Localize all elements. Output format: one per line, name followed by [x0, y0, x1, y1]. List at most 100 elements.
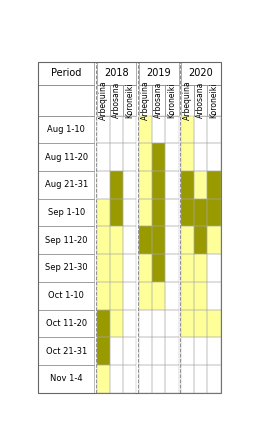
Text: Aug 21-31: Aug 21-31 — [45, 180, 88, 190]
Bar — [139, 116, 152, 143]
Bar — [139, 171, 152, 199]
Bar — [139, 143, 152, 171]
Bar — [165, 116, 178, 143]
Bar — [38, 116, 94, 143]
Bar — [152, 227, 165, 254]
Bar — [207, 171, 221, 199]
Bar — [110, 309, 123, 337]
Bar — [194, 199, 207, 227]
Bar — [97, 116, 110, 143]
Bar — [152, 171, 165, 199]
Bar — [38, 62, 94, 84]
Text: Aug 1-10: Aug 1-10 — [47, 125, 85, 134]
Bar — [181, 199, 194, 227]
Bar — [97, 309, 110, 337]
Bar — [181, 116, 194, 143]
Bar — [110, 309, 123, 337]
Text: Aug 11-20: Aug 11-20 — [45, 153, 88, 162]
Bar — [110, 171, 123, 199]
Bar — [152, 282, 165, 309]
Bar — [152, 309, 165, 337]
Bar — [181, 171, 194, 199]
Bar — [139, 116, 152, 143]
Bar — [165, 337, 178, 365]
Bar — [194, 227, 207, 254]
Bar — [110, 199, 123, 227]
Text: Koroneiki: Koroneiki — [210, 82, 218, 118]
Bar — [165, 365, 178, 392]
Bar — [152, 171, 165, 199]
Bar — [194, 84, 207, 116]
Bar — [97, 199, 110, 227]
Bar — [181, 199, 194, 227]
Text: 2019: 2019 — [146, 68, 171, 78]
Text: Arbequina: Arbequina — [183, 80, 192, 120]
Bar — [194, 254, 207, 282]
Bar — [139, 365, 152, 392]
Bar — [181, 199, 194, 227]
Text: Koroneiki: Koroneiki — [167, 82, 177, 118]
Bar — [139, 171, 152, 199]
Bar — [123, 171, 137, 199]
Bar — [38, 62, 221, 392]
Bar — [207, 337, 221, 365]
Bar — [207, 199, 221, 227]
Bar — [207, 171, 221, 199]
Bar — [110, 116, 123, 143]
Bar — [97, 309, 110, 337]
Bar — [207, 143, 221, 171]
Text: Koroneiki: Koroneiki — [125, 82, 134, 118]
Text: Oct 1-10: Oct 1-10 — [48, 291, 84, 300]
Bar — [123, 143, 137, 171]
Bar — [38, 309, 94, 337]
Bar — [110, 84, 123, 116]
Text: Sep 1-10: Sep 1-10 — [48, 208, 85, 217]
Bar — [152, 282, 165, 309]
Bar — [139, 282, 152, 309]
Bar — [207, 84, 221, 116]
Bar — [207, 254, 221, 282]
Bar — [194, 309, 207, 337]
Bar — [194, 116, 207, 143]
Bar — [194, 337, 207, 365]
Bar — [207, 227, 221, 254]
Bar — [165, 254, 178, 282]
Bar — [152, 337, 165, 365]
Bar — [139, 337, 152, 365]
Bar — [152, 116, 165, 143]
Bar — [181, 365, 194, 392]
Bar — [207, 282, 221, 309]
Bar — [110, 171, 123, 199]
Bar — [139, 227, 152, 254]
Bar — [139, 254, 152, 282]
Bar — [152, 143, 165, 171]
Bar — [194, 199, 207, 227]
Bar — [123, 365, 137, 392]
Bar — [123, 254, 137, 282]
Bar — [207, 309, 221, 337]
Bar — [165, 227, 178, 254]
Bar — [38, 171, 94, 199]
Bar — [194, 282, 207, 309]
Bar — [139, 199, 152, 227]
Bar — [110, 227, 123, 254]
Text: Arbosana: Arbosana — [112, 82, 121, 118]
Bar — [38, 227, 94, 254]
Bar — [181, 171, 194, 199]
Bar — [207, 365, 221, 392]
Bar — [181, 143, 194, 171]
Bar — [139, 84, 152, 116]
Bar — [165, 282, 178, 309]
Bar — [38, 143, 94, 171]
Bar — [97, 337, 110, 365]
Bar — [123, 227, 137, 254]
Bar — [194, 254, 207, 282]
Bar — [97, 227, 110, 254]
Bar — [165, 84, 178, 116]
Bar — [181, 337, 194, 365]
Bar — [194, 143, 207, 171]
Bar — [110, 254, 123, 282]
Bar — [123, 282, 137, 309]
Bar — [110, 282, 123, 309]
Bar — [152, 84, 165, 116]
